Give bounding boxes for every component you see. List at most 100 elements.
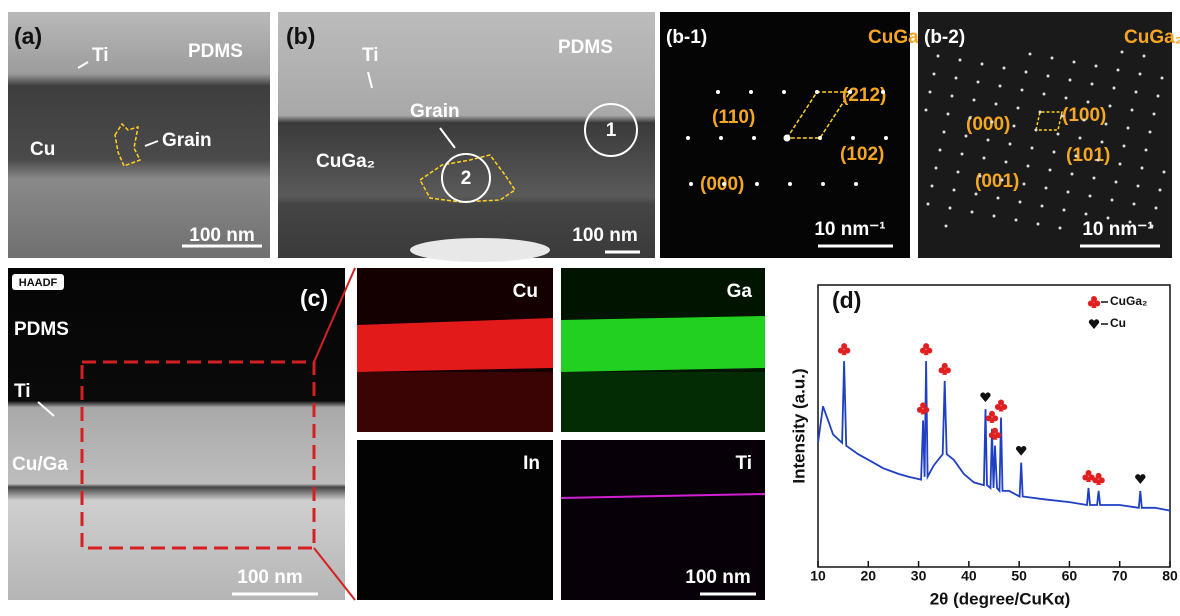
spot	[881, 90, 885, 94]
panel-label: (c)	[300, 285, 328, 311]
label: Cu/Ga	[12, 454, 68, 475]
spot	[1021, 89, 1024, 92]
label: PDMS	[14, 319, 69, 340]
spot	[1121, 51, 1124, 54]
x-axis-title: 2θ (degree/CuKα)	[930, 589, 1071, 608]
spot	[999, 85, 1002, 88]
x-tick-label: 80	[1162, 568, 1178, 584]
spot	[965, 135, 968, 138]
spot	[925, 109, 928, 112]
spot	[1095, 65, 1098, 68]
spot	[983, 157, 986, 160]
spot	[1107, 217, 1110, 220]
spot	[1057, 133, 1060, 136]
spot-label: (101)	[1066, 145, 1110, 166]
panel-b1: (b-1) CuGa₂ (110) (212) (102) (000) 10 n…	[660, 12, 927, 258]
panel-b2: (b-2) CuGa₂ (000) (100) (101) (001) 10 n…	[918, 12, 1180, 258]
spot	[1023, 183, 1026, 186]
spot	[1153, 113, 1156, 116]
scale-label: 100 nm	[685, 567, 750, 588]
x-tick-label: 50	[1011, 568, 1027, 584]
spot	[1031, 147, 1034, 150]
spot-label: (100)	[1062, 105, 1106, 126]
spot	[1035, 129, 1038, 132]
spot	[1113, 87, 1116, 90]
x-tick-label: 40	[961, 568, 977, 584]
spot-label: (212)	[842, 85, 886, 106]
element-label: Ga	[727, 281, 753, 302]
label: Grain	[410, 101, 460, 122]
x-tick-label: 10	[810, 568, 826, 584]
panel-label: (b)	[286, 23, 315, 49]
spot	[1161, 77, 1164, 80]
spot	[1045, 187, 1048, 190]
spot	[1131, 109, 1134, 112]
spot	[1073, 61, 1076, 64]
spot	[818, 136, 822, 140]
spot	[1155, 207, 1158, 210]
element-label: In	[523, 453, 540, 474]
spot	[722, 182, 726, 186]
spot	[937, 55, 940, 58]
spot	[1157, 95, 1160, 98]
spot	[1079, 137, 1082, 140]
spot	[851, 136, 855, 140]
spot	[957, 171, 960, 174]
panel-label: (b-1)	[666, 27, 707, 48]
spot	[1135, 91, 1138, 94]
spot	[788, 182, 792, 186]
spot	[1111, 199, 1114, 202]
element-label: Ti	[735, 453, 752, 474]
spot	[1091, 83, 1094, 86]
spot	[1149, 131, 1152, 134]
element-band	[561, 372, 765, 432]
element-label: Cu	[513, 281, 538, 302]
spot	[1063, 209, 1066, 212]
panel-label: (a)	[14, 23, 42, 49]
label: PDMS	[558, 37, 613, 58]
label: Grain	[162, 130, 212, 151]
spot	[1061, 115, 1064, 118]
detector-label: HAADF	[19, 277, 58, 289]
x-tick-label: 60	[1062, 568, 1078, 584]
spot	[1037, 223, 1040, 226]
legend-label: CuGa₂	[1110, 294, 1147, 308]
panel-b: 1 2 (b) Ti PDMS CuGa₂ Grain 100 nm	[278, 12, 655, 262]
spot	[848, 90, 852, 94]
spot	[1065, 97, 1068, 100]
spot	[686, 136, 690, 140]
spot	[1139, 73, 1142, 76]
spot	[975, 193, 978, 196]
element-band	[561, 316, 765, 372]
spot	[749, 90, 753, 94]
spot	[961, 153, 964, 156]
spot	[1003, 67, 1006, 70]
scale-label: 100 nm	[237, 567, 302, 588]
scale-label: 10 nm⁻¹	[1082, 219, 1153, 240]
x-tick-label: 30	[911, 568, 927, 584]
spot	[969, 117, 972, 120]
spot	[1059, 227, 1062, 230]
spot	[1119, 163, 1122, 166]
label: PDMS	[188, 41, 243, 62]
spot	[1083, 119, 1086, 122]
spot	[1041, 205, 1044, 208]
spot	[1039, 111, 1042, 114]
spot	[953, 189, 956, 192]
spot	[1117, 69, 1120, 72]
scale-label: 100 nm	[189, 225, 254, 246]
spot-label: (110)	[712, 107, 755, 128]
panel-c: HAADF (c) PDMS Ti Cu/Ga 100 nm	[8, 268, 355, 600]
spot	[979, 175, 982, 178]
spot	[1015, 219, 1018, 222]
spot	[1123, 145, 1126, 148]
spot	[939, 149, 942, 152]
spot	[782, 90, 786, 94]
spot	[971, 211, 974, 214]
spot	[959, 59, 962, 62]
spot-label: (001)	[975, 171, 1019, 192]
spot	[716, 90, 720, 94]
spot	[1133, 203, 1136, 206]
spot	[949, 207, 952, 210]
spot	[752, 136, 756, 140]
